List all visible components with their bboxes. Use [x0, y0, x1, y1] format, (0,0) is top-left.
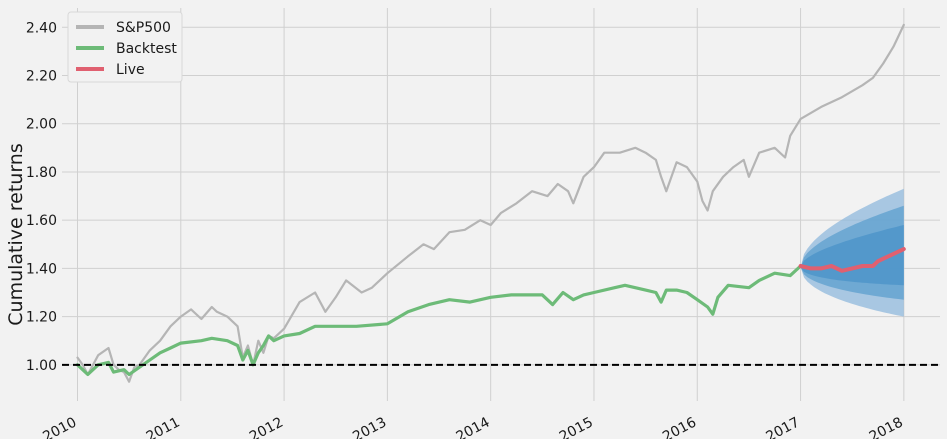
- series-line-live: [798, 247, 906, 273]
- y-tick-label: 1.60: [26, 213, 57, 229]
- x-tick-label: 2013: [350, 414, 389, 439]
- y-axis-label: Cumulative returns: [5, 143, 27, 325]
- cone-band: [800, 225, 904, 286]
- y-tick-label: 1.00: [26, 358, 57, 374]
- x-tick-label: 2011: [144, 414, 183, 439]
- y-tick-label: 1.40: [26, 261, 57, 277]
- x-tick-label: 2010: [40, 414, 79, 439]
- legend-label: Backtest: [116, 41, 177, 57]
- y-tick-label: 1.20: [26, 310, 57, 326]
- x-tick-label: 2018: [867, 414, 906, 439]
- grid-layer: [62, 8, 940, 401]
- y-tick-label: 2.40: [26, 20, 57, 36]
- series-layer: [75, 23, 906, 383]
- y-tick-label: 1.80: [26, 165, 57, 181]
- x-tick-label: 2015: [557, 414, 596, 439]
- series-line-s-p500: [76, 23, 905, 383]
- legend-label: Live: [116, 62, 145, 78]
- forecast-cone: [800, 188, 904, 317]
- x-tick-label: 2017: [763, 414, 802, 439]
- x-tick-label: 2014: [454, 414, 493, 439]
- legend-box: [67, 11, 183, 83]
- y-tick-label: 2.00: [26, 117, 57, 133]
- y-tick-label: 2.20: [26, 69, 57, 85]
- legend: S&P500 Backtest Live: [67, 11, 183, 83]
- x-tick-label: 2016: [660, 414, 699, 439]
- series-line-backtest: [75, 264, 803, 377]
- legend-label: S&P500: [116, 20, 171, 36]
- x-tick-label: 2012: [247, 414, 286, 439]
